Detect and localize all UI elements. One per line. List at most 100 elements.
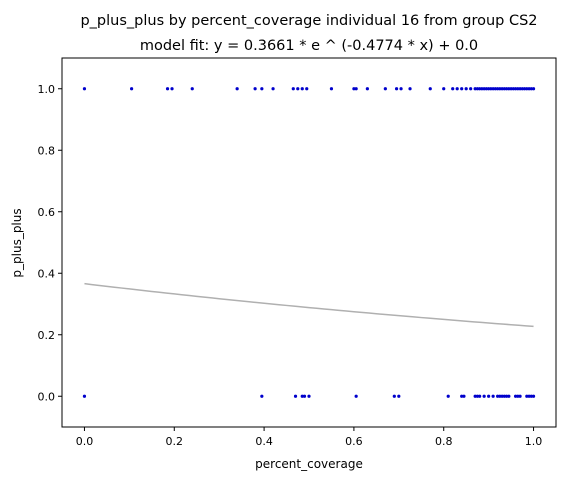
data-point bbox=[253, 87, 257, 91]
y-tick-label: 0.4 bbox=[38, 267, 56, 280]
data-point bbox=[293, 394, 298, 398]
data-point bbox=[480, 87, 484, 91]
data-point bbox=[491, 87, 495, 91]
data-point bbox=[300, 87, 304, 91]
data-point bbox=[397, 394, 401, 398]
y-tick-label: 0.2 bbox=[38, 329, 56, 342]
data-point bbox=[235, 87, 239, 91]
data-point bbox=[487, 87, 491, 91]
data-point bbox=[518, 87, 522, 91]
data-point bbox=[165, 87, 170, 91]
data-point bbox=[260, 87, 264, 91]
data-point bbox=[296, 87, 300, 91]
data-point bbox=[531, 394, 536, 398]
x-axis-label: percent_coverage bbox=[255, 457, 363, 471]
data-point bbox=[291, 87, 295, 91]
data-point bbox=[260, 394, 264, 398]
data-point bbox=[516, 87, 520, 91]
data-point bbox=[354, 394, 358, 398]
data-point bbox=[455, 87, 459, 91]
data-point bbox=[329, 87, 334, 91]
data-point bbox=[82, 87, 87, 91]
data-point bbox=[464, 87, 468, 91]
data-point bbox=[520, 87, 524, 91]
data-point bbox=[527, 394, 531, 398]
data-point bbox=[365, 87, 369, 91]
x-tick-label: 0.4 bbox=[255, 435, 273, 448]
data-point bbox=[354, 87, 358, 91]
data-point bbox=[442, 87, 446, 91]
x-tick-label: 0.6 bbox=[345, 435, 363, 448]
data-point bbox=[484, 87, 488, 91]
data-point bbox=[475, 87, 480, 91]
x-tick-label: 0.8 bbox=[435, 435, 453, 448]
y-tick-label: 0.8 bbox=[38, 144, 56, 157]
data-point bbox=[271, 87, 275, 91]
data-point bbox=[302, 394, 307, 398]
data-point bbox=[502, 87, 506, 91]
data-point bbox=[392, 394, 396, 398]
data-point bbox=[489, 87, 493, 91]
data-point bbox=[352, 87, 356, 91]
x-tick-label: 0.2 bbox=[166, 435, 184, 448]
y-axis: 0.0 0.2 0.4 0.6 0.8 1.0 bbox=[38, 83, 62, 403]
data-point bbox=[469, 87, 473, 91]
data-point bbox=[130, 87, 134, 91]
data-point bbox=[394, 87, 399, 91]
data-point bbox=[500, 394, 504, 398]
data-point bbox=[509, 87, 513, 91]
data-point bbox=[190, 87, 194, 91]
data-point bbox=[383, 87, 387, 91]
data-point bbox=[482, 394, 486, 398]
data-point bbox=[478, 87, 482, 91]
data-point bbox=[496, 87, 500, 91]
data-point bbox=[493, 87, 497, 91]
data-point bbox=[408, 87, 412, 91]
x-axis: 0.0 0.2 0.4 0.6 0.8 1.0 bbox=[76, 427, 543, 448]
data-point bbox=[478, 394, 482, 398]
x-tick-label: 1.0 bbox=[525, 435, 543, 448]
data-point bbox=[460, 87, 464, 91]
data-point bbox=[516, 394, 520, 398]
chart-subtitle: model fit: y = 0.3661 * e ^ (-0.4774 * x… bbox=[140, 38, 478, 54]
data-point bbox=[473, 87, 477, 91]
data-point bbox=[498, 394, 502, 398]
data-point bbox=[496, 394, 500, 398]
data-point bbox=[507, 394, 511, 398]
data-point bbox=[511, 87, 515, 91]
y-tick-label: 0.0 bbox=[38, 390, 56, 403]
data-point bbox=[305, 87, 309, 91]
data-point bbox=[518, 394, 522, 398]
data-point bbox=[502, 394, 506, 398]
data-point bbox=[446, 394, 450, 398]
data-point bbox=[475, 394, 480, 398]
data-point bbox=[473, 394, 477, 398]
data-point bbox=[529, 87, 533, 91]
data-point bbox=[505, 87, 509, 91]
data-point bbox=[428, 87, 432, 91]
data-point bbox=[399, 87, 403, 91]
data-point bbox=[498, 87, 502, 91]
fit-curve bbox=[84, 282, 534, 328]
y-axis-label: p_plus_plus bbox=[10, 208, 24, 277]
data-point bbox=[513, 394, 518, 398]
chart-title: p_plus_plus by percent_coverage individu… bbox=[80, 13, 537, 29]
fit-curve-layer bbox=[84, 282, 534, 328]
y-tick-label: 0.6 bbox=[38, 206, 56, 219]
plot-area bbox=[61, 57, 557, 428]
y-tick-label: 1.0 bbox=[38, 83, 56, 96]
data-point bbox=[307, 394, 311, 398]
data-point bbox=[513, 87, 518, 91]
data-point bbox=[525, 87, 529, 91]
data-point bbox=[451, 87, 455, 91]
data-point bbox=[525, 394, 529, 398]
data-point bbox=[527, 87, 531, 91]
points-layer bbox=[82, 87, 536, 398]
data-point bbox=[491, 394, 495, 398]
data-point bbox=[82, 394, 87, 398]
data-point bbox=[505, 394, 509, 398]
data-point bbox=[487, 394, 491, 398]
data-point bbox=[522, 87, 527, 91]
